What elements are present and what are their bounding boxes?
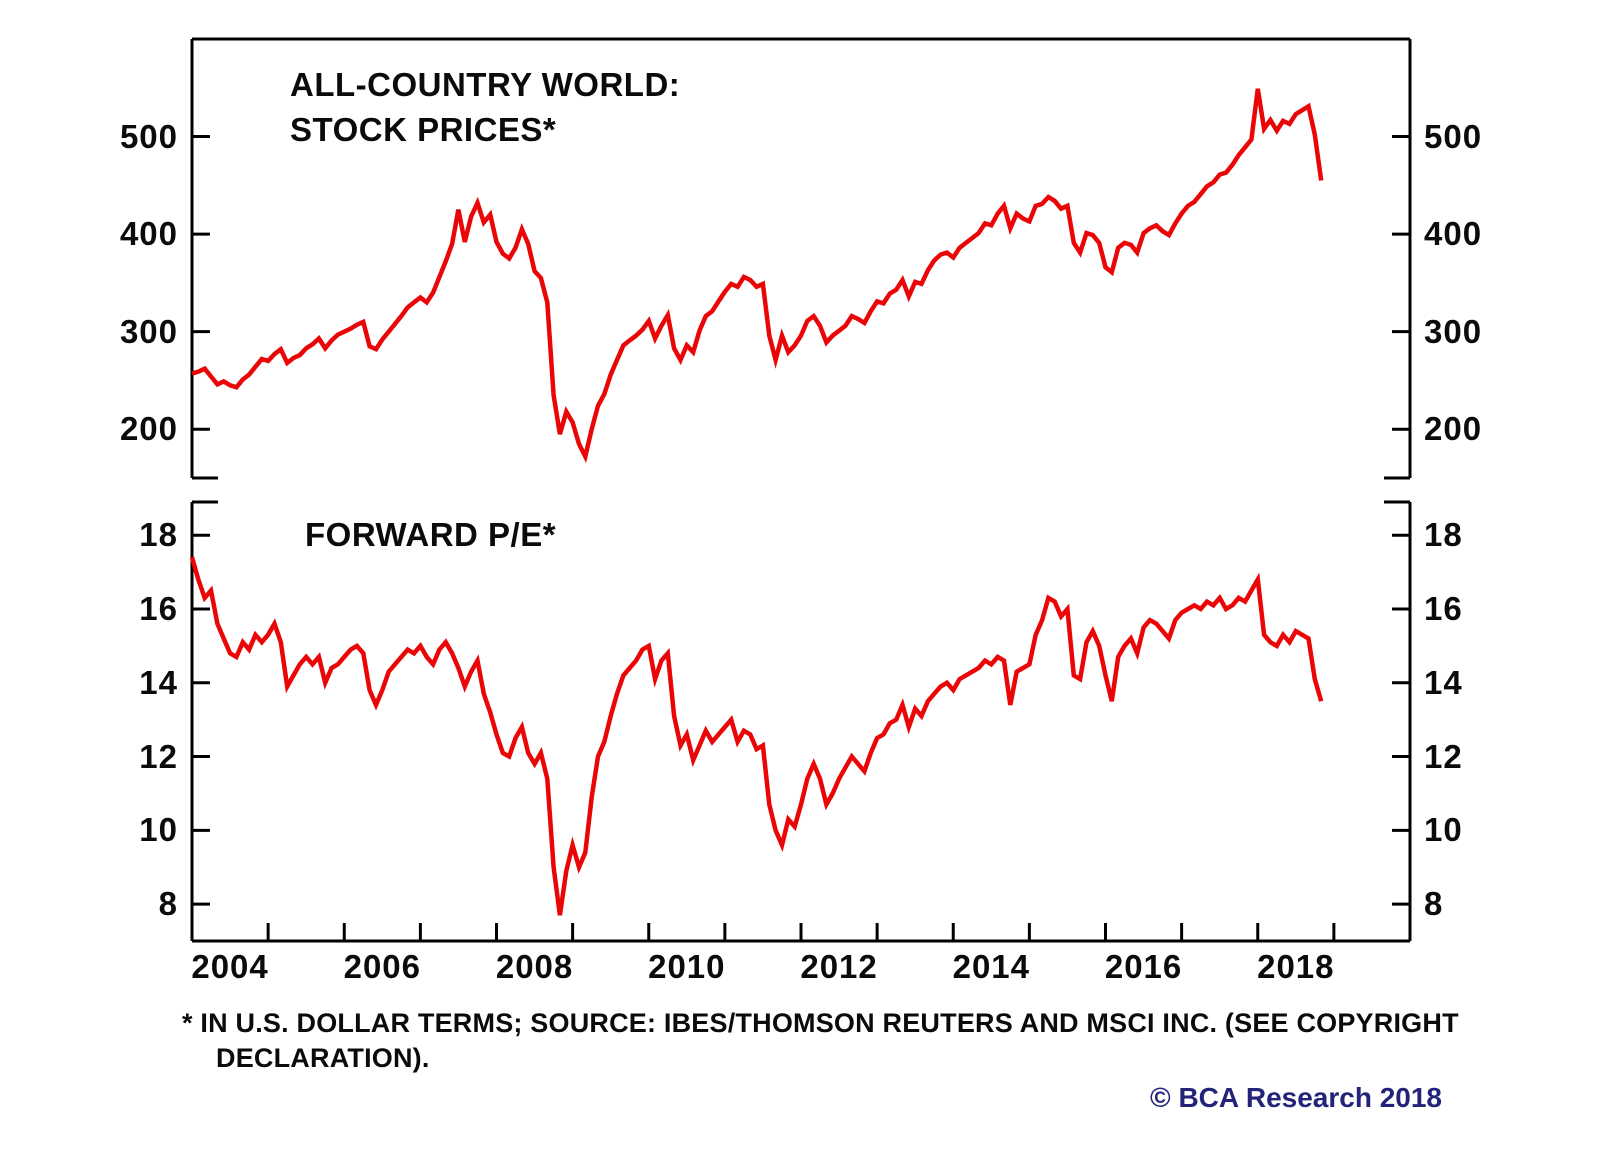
top-panel-title: ALL-COUNTRY WORLD: STOCK PRICES* bbox=[290, 62, 680, 152]
y-tick-label-left-400: 400 bbox=[119, 215, 178, 253]
y-tick-label-right-18: 18 bbox=[1424, 516, 1463, 554]
x-tick-label-2010: 2010 bbox=[648, 948, 726, 985]
y-tick-label-right-12: 12 bbox=[1424, 737, 1463, 775]
y-tick-label-left-16: 16 bbox=[139, 589, 178, 627]
x-tick-label-2008: 2008 bbox=[495, 948, 574, 985]
y-tick-label-right-10: 10 bbox=[1424, 811, 1463, 849]
y-tick-label-left-500: 500 bbox=[119, 117, 178, 155]
top-panel-title-line2: STOCK PRICES* bbox=[290, 111, 557, 148]
y-tick-label-right-400: 400 bbox=[1424, 215, 1483, 253]
y-tick-label-right-300: 300 bbox=[1424, 312, 1483, 350]
y-tick-label-right-8: 8 bbox=[1424, 885, 1444, 923]
y-tick-label-right-500: 500 bbox=[1424, 117, 1483, 155]
x-tick-label-2018: 2018 bbox=[1257, 948, 1335, 985]
stock-prices-line bbox=[191, 88, 1324, 464]
x-tick-label-2006: 2006 bbox=[343, 948, 422, 985]
bottom-panel-title: FORWARD P/E* bbox=[305, 516, 557, 553]
footnote-line1: * IN U.S. DOLLAR TERMS; SOURCE: IBES/THO… bbox=[182, 1008, 1459, 1038]
y-tick-label-left-300: 300 bbox=[119, 312, 178, 350]
y-tick-label-left-8: 8 bbox=[158, 885, 178, 923]
y-tick-label-left-18: 18 bbox=[139, 516, 178, 554]
footnote-line2: DECLARATION). bbox=[216, 1043, 430, 1073]
y-tick-label-left-200: 200 bbox=[119, 410, 178, 448]
x-tick-label-2014: 2014 bbox=[952, 948, 1031, 985]
forward-pe-line bbox=[189, 556, 1324, 916]
x-tick-label-2004: 2004 bbox=[191, 948, 269, 985]
y-tick-label-left-14: 14 bbox=[139, 663, 178, 701]
y-tick-label-left-12: 12 bbox=[139, 737, 178, 775]
y-tick-label-left-10: 10 bbox=[139, 811, 178, 849]
y-tick-label-right-200: 200 bbox=[1424, 410, 1483, 448]
copyright-notice: © BCA Research 2018 bbox=[1150, 1082, 1442, 1113]
x-tick-label-2016: 2016 bbox=[1104, 948, 1183, 985]
y-tick-label-right-16: 16 bbox=[1424, 589, 1463, 627]
y-tick-label-right-14: 14 bbox=[1424, 663, 1463, 701]
x-tick-label-2012: 2012 bbox=[800, 948, 878, 985]
top-panel-title-line1: ALL-COUNTRY WORLD: bbox=[290, 66, 681, 103]
